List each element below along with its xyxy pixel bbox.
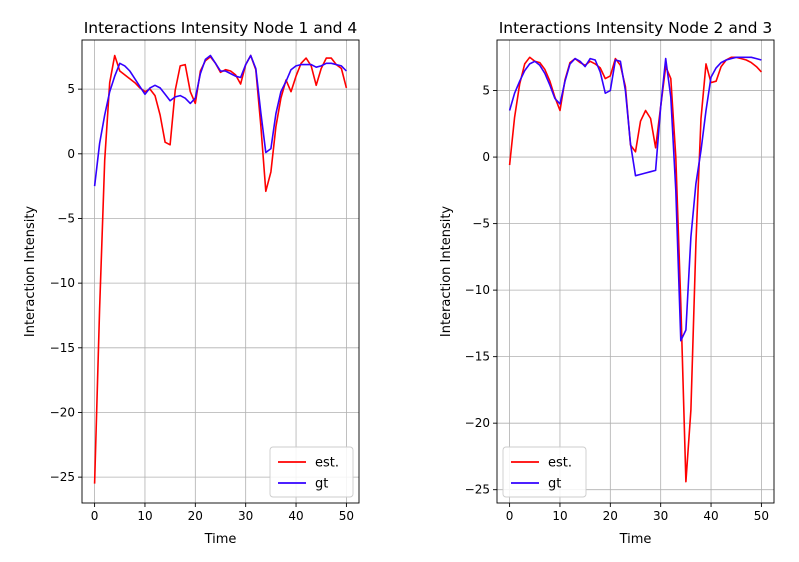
x-tick-label: 20 <box>188 509 203 523</box>
y-tick-label: 0 <box>482 150 490 164</box>
chart-title: Interactions Intensity Node 2 and 3 <box>499 19 773 37</box>
x-axis-label: Time <box>204 532 237 547</box>
x-tick-label: 40 <box>703 509 718 523</box>
y-axis-label: Interaction Intensity <box>23 206 38 338</box>
y-tick-label: −5 <box>57 211 75 225</box>
legend-label: gt <box>315 477 328 492</box>
x-tick-label: 50 <box>339 509 354 523</box>
legend-label: est. <box>315 456 339 471</box>
x-tick-label: 30 <box>653 509 668 523</box>
y-axis-label: Interaction Intensity <box>439 206 454 338</box>
x-tick-label: 0 <box>506 509 514 523</box>
chart-title: Interactions Intensity Node 1 and 4 <box>84 19 358 37</box>
y-tick-label: −10 <box>465 283 490 297</box>
x-tick-label: 30 <box>238 509 253 523</box>
y-tick-label: −25 <box>50 470 75 484</box>
y-tick-label: −20 <box>50 405 75 419</box>
x-tick-label: 10 <box>137 509 152 523</box>
y-tick-label: −15 <box>465 350 490 364</box>
series-line-gt-1 <box>93 54 347 187</box>
y-tick-label: −10 <box>50 276 75 290</box>
legend-box <box>502 446 587 498</box>
legend: est. gt <box>269 446 354 498</box>
x-tick-label: 10 <box>552 509 567 523</box>
axes-frame <box>496 39 775 504</box>
x-tick-label: 0 <box>91 509 99 523</box>
series-line-est-2 <box>508 56 762 483</box>
legend: est. gt <box>502 446 587 498</box>
subplot-1: 0 10 20 30 40 5050−5−10−15−20−25Interactions … <box>23 19 360 547</box>
legend-box <box>269 446 354 498</box>
x-tick-label: 50 <box>754 509 769 523</box>
x-tick-label: 40 <box>288 509 303 523</box>
subplot-2: 0 10 20 30 40 5050−5−10−15−20−25Interactions … <box>439 19 775 547</box>
y-tick-label: −5 <box>472 217 490 231</box>
x-axis-label: Time <box>619 532 652 547</box>
y-tick-label: −20 <box>465 416 490 430</box>
series-line-est-1 <box>93 54 348 484</box>
legend-label: gt <box>548 477 561 492</box>
y-tick-label: −15 <box>50 341 75 355</box>
legend-label: est. <box>548 456 572 471</box>
y-tick-label: −25 <box>465 483 490 497</box>
y-tick-label: 0 <box>67 147 75 161</box>
y-tick-label: 5 <box>482 84 490 98</box>
x-tick-label: 20 <box>603 509 618 523</box>
series-line-gt-2 <box>508 56 762 342</box>
y-tick-label: 5 <box>67 82 75 96</box>
axes-frame <box>81 39 360 504</box>
